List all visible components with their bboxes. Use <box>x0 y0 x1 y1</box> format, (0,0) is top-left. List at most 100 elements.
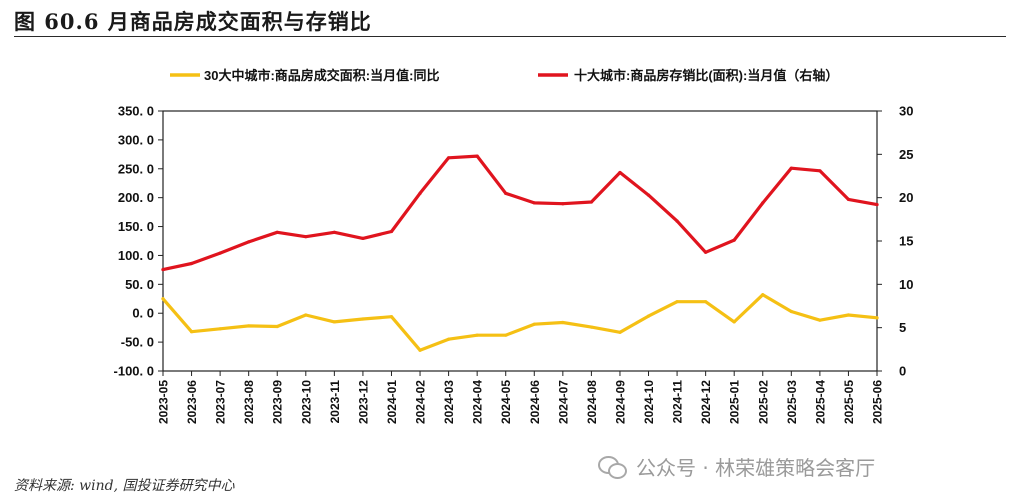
series-1-point <box>189 330 194 334</box>
x-tick-label: 2023-07 <box>214 380 228 424</box>
legend-label-2: 十大城市:商品房存销比(面积):当月值（右轴） <box>574 68 838 83</box>
title-divider <box>14 36 1006 37</box>
x-tick-label: 2023-10 <box>299 380 313 424</box>
series-1-point <box>418 348 422 352</box>
series-line-1 <box>161 293 879 352</box>
series-2-point <box>561 202 565 206</box>
legend-label-1: 30大中城市:商品房成交面积:当月值:同比 <box>204 68 439 83</box>
series-1-point <box>161 297 165 301</box>
series-1-point <box>761 293 765 297</box>
right-tick-label: 30 <box>899 104 913 119</box>
series-1-point <box>218 327 222 331</box>
series-2-point <box>275 230 279 234</box>
series-2-point <box>532 201 536 205</box>
series-2-point <box>704 250 708 254</box>
series-2-point <box>732 238 736 242</box>
right-tick-label: 10 <box>899 277 913 292</box>
series-2-point <box>875 203 879 207</box>
series-1-point <box>646 314 651 318</box>
right-tick-label: 25 <box>899 147 913 162</box>
left-tick-label: 300. 0 <box>118 132 154 147</box>
series-2-point <box>361 236 365 240</box>
x-tick-label: 2025-01 <box>728 380 742 424</box>
x-tick-label: 2023-05 <box>157 380 171 424</box>
left-tick-label: -50. 0 <box>121 335 154 350</box>
wechat-icon <box>598 454 628 480</box>
x-tick-label: 2023-09 <box>271 380 285 424</box>
series-2-point <box>332 230 336 234</box>
x-tick-label: 2024-06 <box>528 380 542 424</box>
series-line-2 <box>161 154 879 272</box>
series-2-point <box>761 201 765 205</box>
series-1-point <box>304 313 308 317</box>
left-tick-label: 200. 0 <box>118 190 154 205</box>
series-1-point <box>704 300 708 304</box>
x-tick-label: 2024-10 <box>642 380 656 424</box>
x-tick-label: 2024-01 <box>385 380 399 424</box>
x-tick-label: 2023-12 <box>356 380 370 424</box>
series-2-point <box>789 166 793 170</box>
watermark: 公众号 · 林荣雄策略会客厅 <box>598 452 875 481</box>
source-note: 资料来源: wind, 国投证券研究中心 <box>14 478 235 494</box>
left-tick-label: 350. 0 <box>118 104 154 119</box>
series-1-point <box>361 317 365 321</box>
series-2-point <box>818 169 822 173</box>
series-layer <box>161 154 879 352</box>
left-tick-label: -100. 0 <box>114 364 154 379</box>
series-1-point <box>447 337 451 341</box>
series-1-point <box>789 309 793 314</box>
series-2-point <box>161 268 165 272</box>
series-1-point <box>389 315 394 319</box>
series-1-point <box>732 320 736 324</box>
series-2-point <box>675 219 679 223</box>
series-2-point <box>618 170 622 175</box>
chart-title: 图 60.6 月商品房成交面积与存销比 <box>14 9 372 34</box>
right-tick-label: 20 <box>899 190 913 205</box>
watermark-text: 公众号 · 林荣雄策略会客厅 <box>636 456 876 480</box>
right-tick-label: 0 <box>899 364 906 379</box>
series-1-point <box>589 325 594 329</box>
left-tick-label: 50. 0 <box>125 277 154 292</box>
series-1-point <box>875 316 879 320</box>
left-tick-label: 0. 0 <box>132 306 154 321</box>
x-tick-label: 2023-08 <box>242 380 256 424</box>
x-tick-label: 2025-04 <box>813 380 827 424</box>
x-tick-label: 2024-02 <box>414 380 428 424</box>
series-2-point <box>447 156 451 160</box>
series-2-point <box>418 191 422 195</box>
series-2-point <box>247 240 251 244</box>
series-2-point <box>189 261 194 266</box>
x-tick-label: 2025-06 <box>871 380 885 424</box>
x-tick-label: 2025-02 <box>756 380 770 424</box>
series-1-point <box>675 300 679 304</box>
series-2-point <box>589 200 594 204</box>
x-tick-label: 2024-09 <box>613 380 627 424</box>
left-tick-label: 250. 0 <box>118 161 154 176</box>
x-tick-label: 2024-03 <box>442 380 456 424</box>
legend: 30大中城市:商品房成交面积:当月值:同比 十大城市:商品房存销比(面积):当月值… <box>170 68 838 83</box>
x-tick-label: 2025-05 <box>842 380 856 424</box>
x-tick-label: 2024-11 <box>671 380 685 424</box>
series-2-point <box>646 193 651 197</box>
x-tick-label: 2024-04 <box>471 380 485 424</box>
series-2-point <box>504 191 508 195</box>
chart-axes: -100. 0 -50. 0 0. 0 50. 0 100. 0 150. 0 200. 0… <box>114 104 914 425</box>
x-tick-label: 2024-12 <box>699 380 713 424</box>
series-2-point <box>475 154 479 158</box>
right-tick-label: 15 <box>899 234 913 249</box>
series-1-point <box>561 320 565 325</box>
series-2-point <box>304 235 308 239</box>
series-1-point <box>275 324 279 329</box>
series-1-point <box>846 313 851 317</box>
x-tick-label: 2024-08 <box>585 380 599 424</box>
series-1-point <box>532 322 536 326</box>
x-tick-label: 2023-06 <box>185 380 199 424</box>
line-chart: 30大中城市:商品房成交面积:当月值:同比 十大城市:商品房存销比(面积):当月值… <box>114 68 914 425</box>
x-tick-label: 2025-03 <box>785 380 799 424</box>
x-tick-label: 2023-11 <box>328 380 342 424</box>
series-1-point <box>618 330 622 334</box>
series-1-point <box>475 333 479 337</box>
series-1-point <box>504 333 508 337</box>
x-tick-label: 2024-07 <box>556 380 570 424</box>
series-1-point <box>332 320 336 324</box>
